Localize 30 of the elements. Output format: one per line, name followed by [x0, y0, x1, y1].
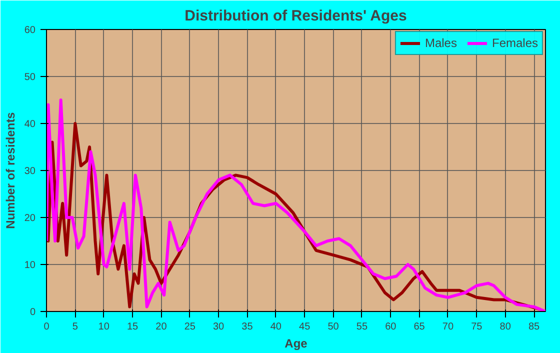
x-tick-label: 65: [414, 322, 426, 332]
x-axis-title: Age: [284, 336, 308, 350]
x-tick-label: 15: [126, 322, 139, 332]
x-tick-label: 55: [356, 322, 368, 332]
legend-label: Females: [492, 36, 538, 50]
y-tick-label: 40: [24, 119, 36, 130]
x-tick-label: 70: [442, 322, 454, 332]
x-tick-label: 20: [156, 322, 168, 332]
y-tick-label: 30: [24, 166, 36, 177]
x-tick-label: 85: [528, 322, 540, 332]
x-tick-label: 80: [500, 322, 512, 332]
x-tick-label: 60: [385, 322, 397, 332]
legend-label: Males: [424, 36, 457, 50]
x-tick-label: 45: [299, 322, 311, 332]
x-tick-label: 30: [213, 322, 225, 332]
y-tick-label: 20: [24, 213, 36, 224]
x-tick-label: 35: [242, 322, 254, 332]
x-tick-label: 75: [471, 322, 483, 332]
x-tick-label: 0: [44, 322, 50, 332]
y-axis-title: Number of residents: [3, 112, 18, 229]
y-tick-label: 60: [24, 25, 36, 36]
chart-title: Distribution of Residents' Ages: [184, 8, 407, 24]
y-tick-label: 10: [24, 260, 36, 271]
x-tick-label: 5: [72, 322, 78, 332]
y-tick-label: 0: [30, 307, 36, 318]
x-tick-label: 25: [184, 322, 196, 332]
x-tick-label: 50: [328, 322, 340, 332]
x-tick-label: 40: [270, 322, 282, 332]
y-tick-label: 50: [24, 72, 36, 83]
x-tick-label: 10: [98, 322, 110, 332]
